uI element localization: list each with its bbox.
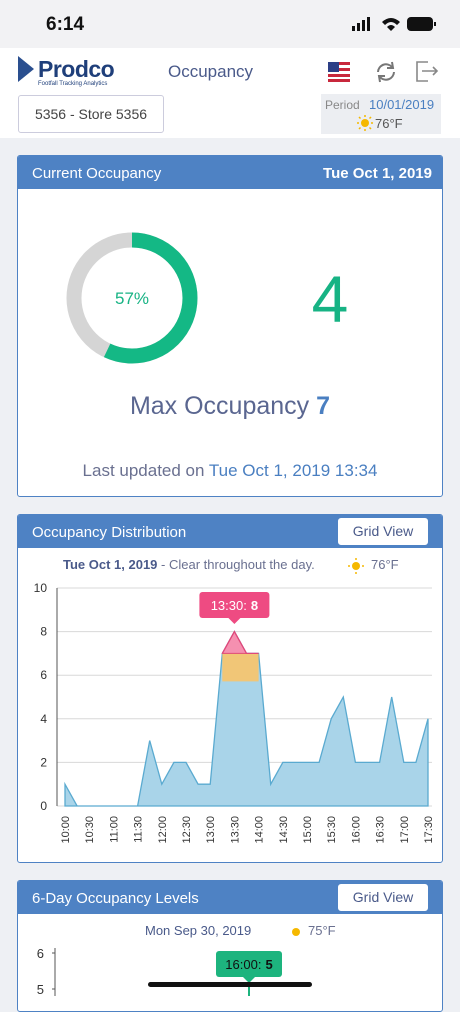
logo-mark [18,56,34,82]
logout-button[interactable] [414,58,440,84]
status-icons [352,17,436,31]
last-updated: Last updated on Tue Oct 1, 2019 13:34 [18,461,442,481]
max-label: Max Occupancy [129,392,310,420]
period-date: 10/01/2019 [369,97,435,112]
sun-icon [348,558,364,574]
chart-subtitle: Tue Oct 1, 2019 - Clear throughout the d… [63,557,315,572]
sun-icon [357,115,373,131]
max-value: 7 [316,392,331,420]
sun-icon [292,928,300,936]
donut-chart: 57% [66,232,198,364]
refresh-button[interactable] [374,60,398,84]
subtitle-date: Mon Sep 30, 2019 [145,923,252,938]
updated-time: Tue Oct 1, 2019 13:34 [208,461,378,480]
donut-label: 57% [115,289,149,308]
current-count: 4 [311,262,349,336]
max-occupancy: Max Occupancy 7 [18,392,442,421]
page-title: Occupancy [168,62,254,81]
distribution-card: Occupancy Distribution Grid View Tue Oct… [17,514,443,863]
updated-label: Last updated on [82,461,205,480]
status-bar: 6:14 [0,0,460,48]
card-title: Current Occupancy [32,165,162,182]
donut-arc [66,232,198,364]
card-header: Current Occupancy Tue Oct 1, 2019 [18,156,442,189]
logo-tagline: Footfall Tracking Analytics [38,81,108,87]
card-date: Tue Oct 1, 2019 [323,165,432,182]
grid-view-button[interactable]: Grid View [338,884,428,911]
logo: Prodco [38,56,115,82]
card-header: 6-Day Occupancy Levels Grid View [18,881,442,914]
subtitle-summary: - Clear throughout the day. [157,557,315,572]
home-indicator [148,982,312,987]
language-flag[interactable] [328,62,350,82]
subtitle-date: Tue Oct 1, 2019 [63,557,158,572]
card-header: Occupancy Distribution Grid View [18,515,442,548]
clock: 6:14 [46,14,85,35]
period-temperature: 76°F [375,116,403,131]
six-day-card: 6-Day Occupancy Levels Grid View Mon Sep… [17,880,443,1012]
subtitle-temperature: 76°F [371,557,399,572]
period-label: Period [325,98,360,112]
current-occupancy-card: Current Occupancy Tue Oct 1, 2019 57% 4 … [17,155,443,497]
app-header: Prodco Footfall Tracking Analytics Occup… [0,48,460,138]
card-title: 6-Day Occupancy Levels [32,890,199,907]
period-box: Period 10/01/2019 76°F [321,94,441,134]
subtitle-temperature: 75°F [308,923,336,938]
store-selector[interactable]: 5356 - Store 5356 [18,95,164,133]
card-title: Occupancy Distribution [32,524,187,541]
grid-view-button[interactable]: Grid View [338,518,428,545]
